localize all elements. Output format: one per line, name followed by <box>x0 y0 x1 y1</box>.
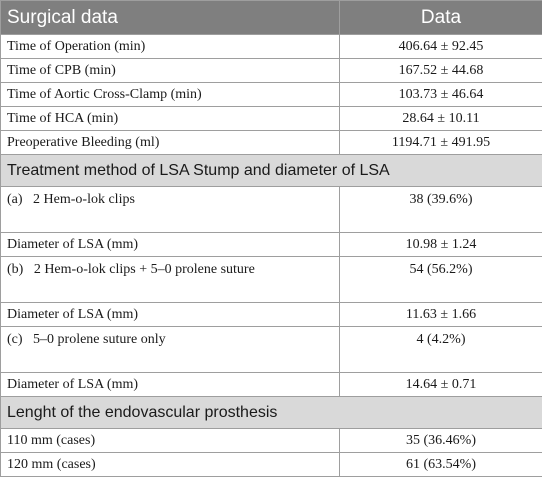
lsa-diameter-value: 11.63 ± 1.66 <box>339 302 542 327</box>
header-data: Data <box>339 0 542 35</box>
table-header-row: Surgical data Data <box>0 0 542 35</box>
lsa-method-count: 38 (39.6%) <box>339 186 542 233</box>
header-surgical-data: Surgical data <box>0 0 340 35</box>
section-title-lsa: Treatment method of LSA Stump and diamet… <box>0 154 542 187</box>
table-row: Time of CPB (min) 167.52 ± 44.68 <box>0 58 542 83</box>
row-value: 61 (63.54%) <box>339 452 542 477</box>
row-value: 103.73 ± 46.64 <box>339 82 542 107</box>
row-label: Time of Aortic Cross-Clamp (min) <box>0 82 340 107</box>
row-value: 167.52 ± 44.68 <box>339 58 542 83</box>
section-title-length: Lenght of the endovascular prosthesis <box>0 396 542 429</box>
table-row: Time of Aortic Cross-Clamp (min) 103.73 … <box>0 82 542 107</box>
row-label: Time of CPB (min) <box>0 58 340 83</box>
lsa-method-label: (c) 5–0 prolene suture only <box>0 326 340 373</box>
section-row-length: Lenght of the endovascular prosthesis <box>0 396 542 429</box>
table-row: (a) 2 Hem-o-lok clips 38 (39.6%) <box>0 186 542 233</box>
row-label: Time of HCA (min) <box>0 106 340 131</box>
table-row: Diameter of LSA (mm) 10.98 ± 1.24 <box>0 232 542 257</box>
lsa-diameter-label: Diameter of LSA (mm) <box>0 372 340 397</box>
lsa-method-label: (b) 2 Hem-o-lok clips + 5–0 prolene sutu… <box>0 256 340 303</box>
lsa-diameter-label: Diameter of LSA (mm) <box>0 232 340 257</box>
row-value: 1194.71 ± 491.95 <box>339 130 542 155</box>
table-row: Time of Operation (min) 406.64 ± 92.45 <box>0 34 542 59</box>
row-value: 406.64 ± 92.45 <box>339 34 542 59</box>
section-row-lsa: Treatment method of LSA Stump and diamet… <box>0 154 542 187</box>
lsa-diameter-value: 10.98 ± 1.24 <box>339 232 542 257</box>
row-label: 120 mm (cases) <box>0 452 340 477</box>
lsa-method-count: 4 (4.2%) <box>339 326 542 373</box>
table-row: Diameter of LSA (mm) 11.63 ± 1.66 <box>0 302 542 327</box>
surgical-data-table: Surgical data Data Time of Operation (mi… <box>0 0 542 477</box>
lsa-method-count: 54 (56.2%) <box>339 256 542 303</box>
table-row: Time of HCA (min) 28.64 ± 10.11 <box>0 106 542 131</box>
lsa-diameter-value: 14.64 ± 0.71 <box>339 372 542 397</box>
lsa-method-label: (a) 2 Hem-o-lok clips <box>0 186 340 233</box>
row-value: 28.64 ± 10.11 <box>339 106 542 131</box>
table-row: 110 mm (cases) 35 (36.46%) <box>0 428 542 453</box>
row-value: 35 (36.46%) <box>339 428 542 453</box>
row-label: Time of Operation (min) <box>0 34 340 59</box>
table-row: (c) 5–0 prolene suture only 4 (4.2%) <box>0 326 542 373</box>
row-label: Preoperative Bleeding (ml) <box>0 130 340 155</box>
table-row: Preoperative Bleeding (ml) 1194.71 ± 491… <box>0 130 542 155</box>
table-row: 120 mm (cases) 61 (63.54%) <box>0 452 542 477</box>
table-row: Diameter of LSA (mm) 14.64 ± 0.71 <box>0 372 542 397</box>
lsa-diameter-label: Diameter of LSA (mm) <box>0 302 340 327</box>
row-label: 110 mm (cases) <box>0 428 340 453</box>
table-row: (b) 2 Hem-o-lok clips + 5–0 prolene sutu… <box>0 256 542 303</box>
